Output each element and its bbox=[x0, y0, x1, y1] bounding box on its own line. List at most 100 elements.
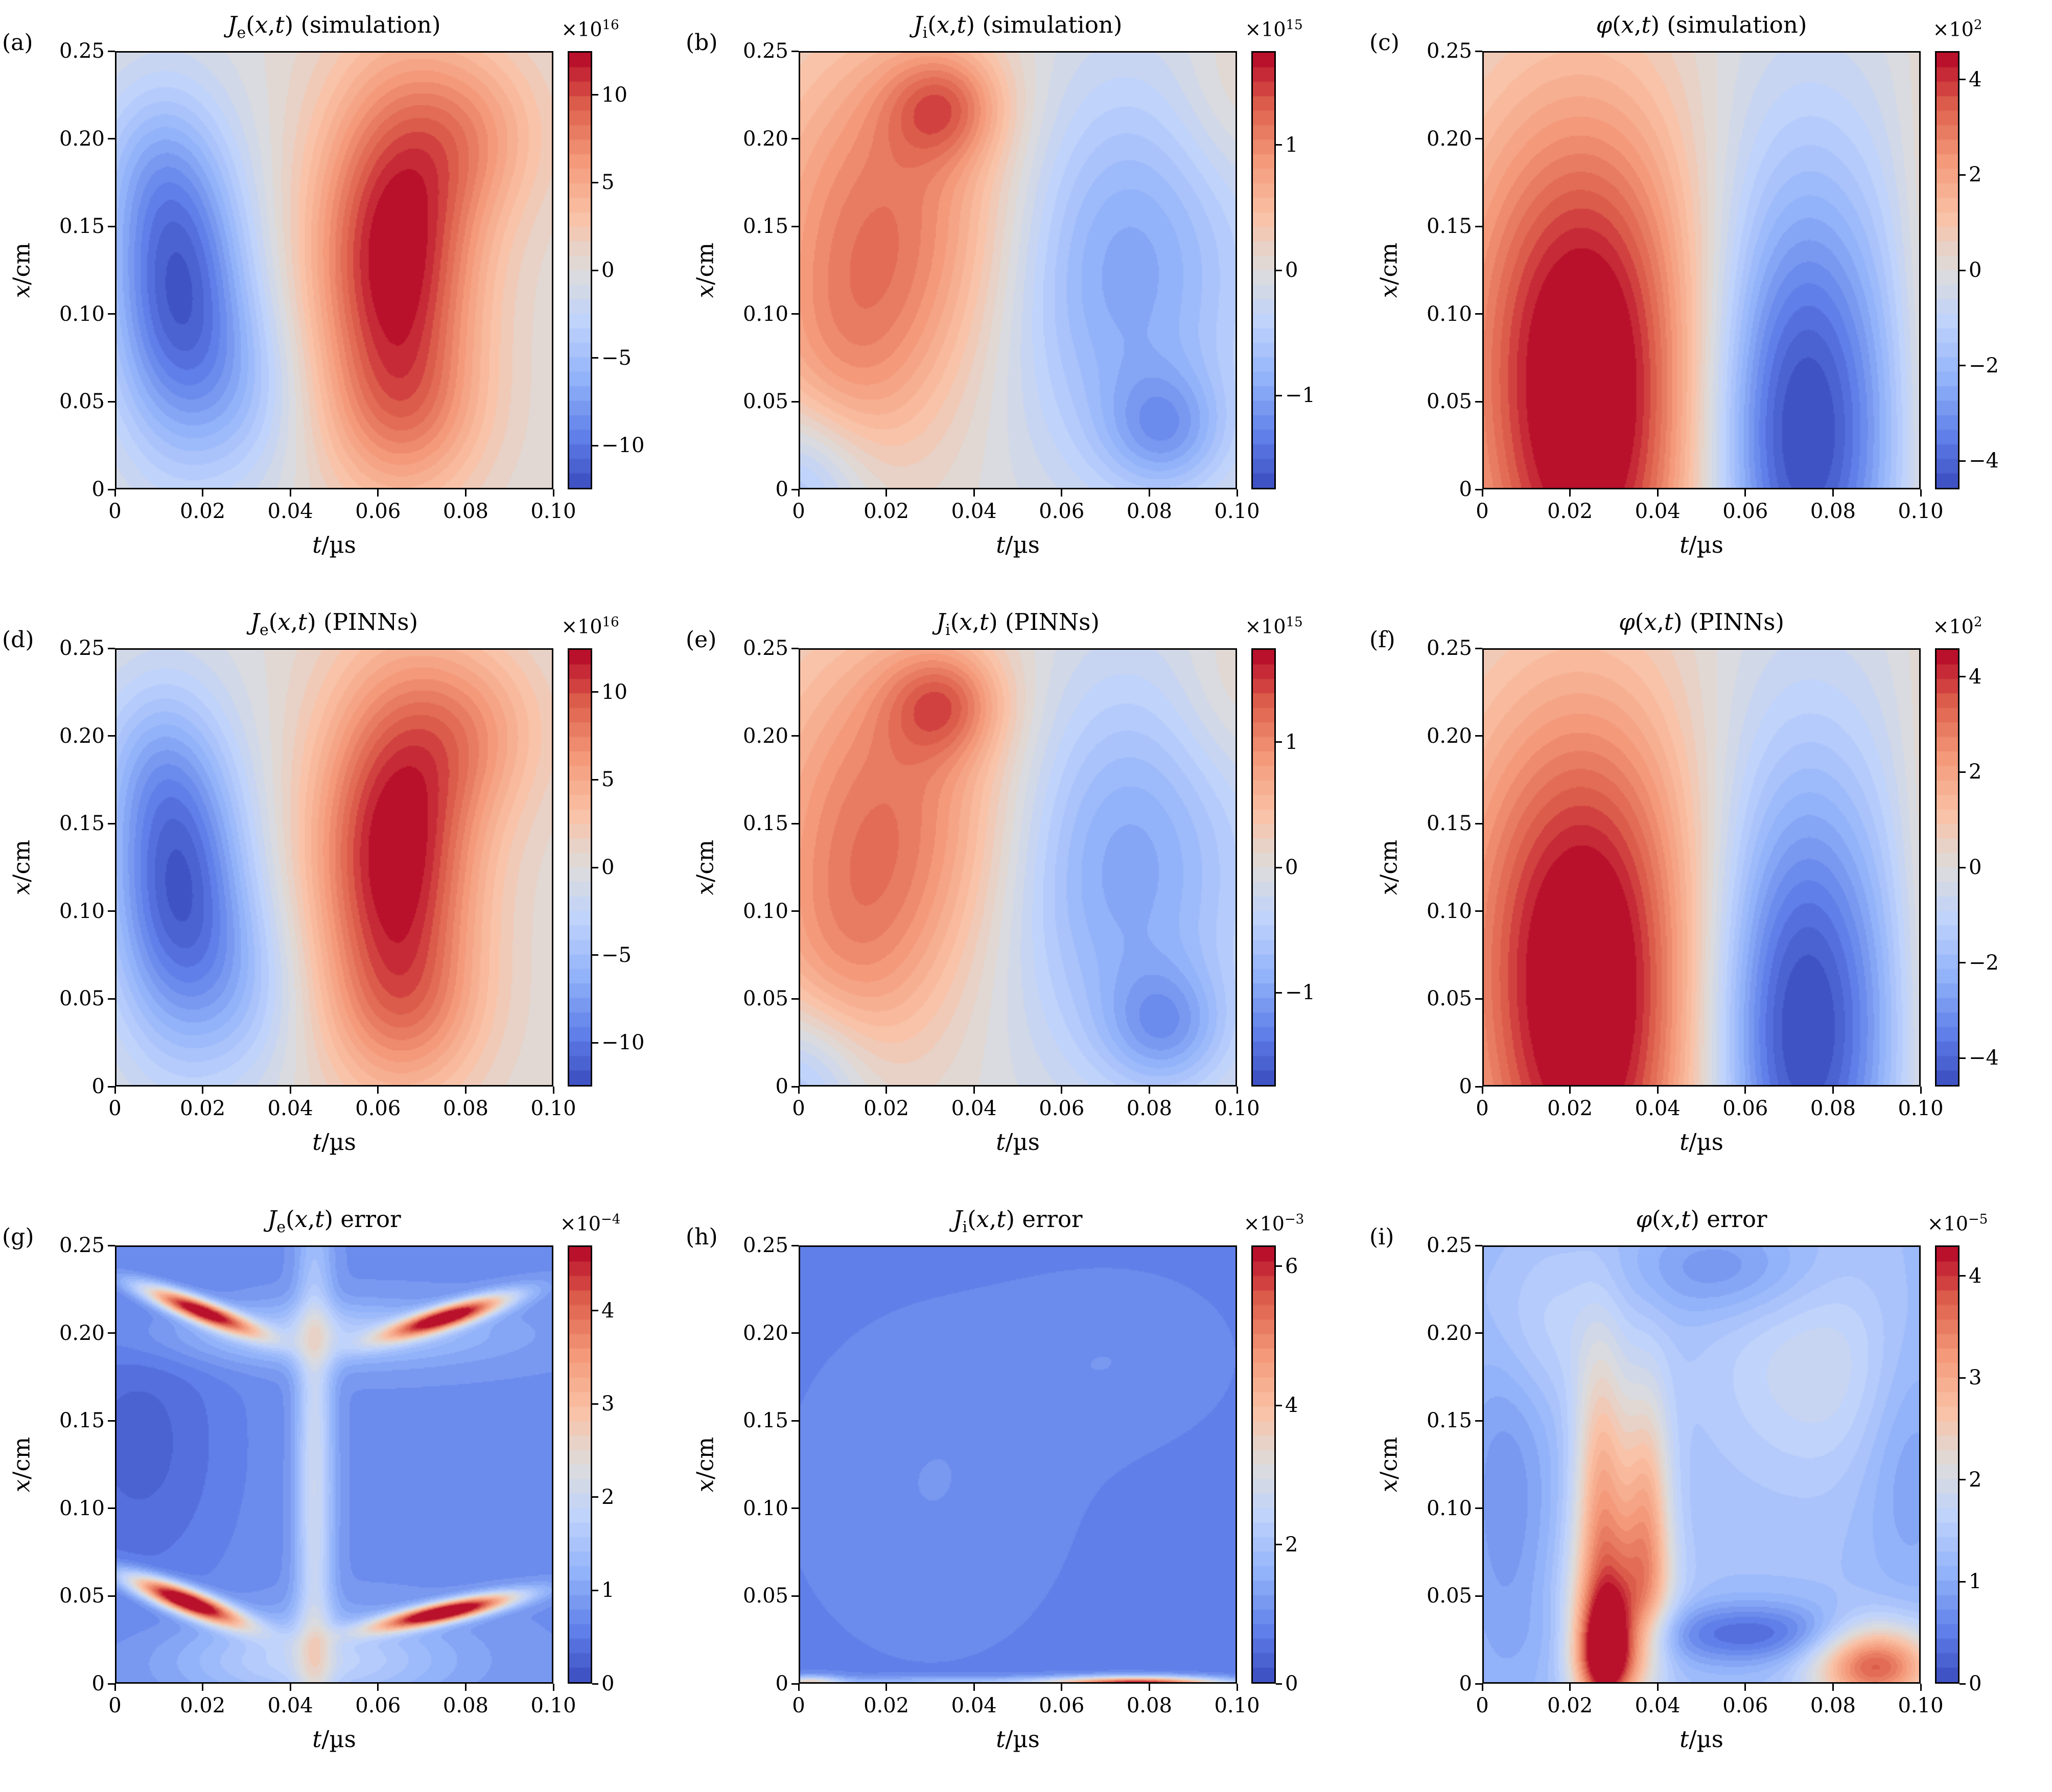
y-tick-mark bbox=[1475, 822, 1482, 824]
y-axis-label: x/cm bbox=[8, 1437, 35, 1492]
y-axis-label: x/cm bbox=[692, 243, 719, 298]
y-tick-label: 0.05 bbox=[742, 1584, 788, 1608]
y-axis-label: x/cm bbox=[692, 840, 719, 895]
panel-index-label: (g) bbox=[2, 1224, 34, 1250]
colorbar-tick-mark bbox=[592, 1310, 598, 1312]
heatmap-plot bbox=[799, 51, 1237, 489]
x-tick-mark bbox=[1744, 1684, 1746, 1691]
x-tick-label: 0.04 bbox=[267, 1097, 313, 1120]
x-axis-label: t/µs bbox=[1482, 1128, 1921, 1156]
colorbar-exp-prefix: ×10 bbox=[1932, 615, 1974, 638]
x-tick-label: 0.08 bbox=[442, 1694, 488, 1717]
y-tick-mark bbox=[1475, 50, 1482, 52]
x-tick-mark bbox=[1920, 1684, 1922, 1691]
title-args-char: t bbox=[298, 608, 308, 635]
colorbar-tick-label: −10 bbox=[601, 1031, 645, 1055]
colorbar-exponent: ×1016 bbox=[561, 17, 619, 41]
title-args-char: , bbox=[989, 1206, 997, 1233]
y-tick-label: 0.15 bbox=[742, 215, 788, 239]
colorbar-tick-label: 2 bbox=[1969, 1468, 1982, 1492]
colorbar-tick-label: 2 bbox=[1969, 760, 1982, 784]
x-axis-label: t/µs bbox=[799, 1726, 1237, 1753]
colorbar-tick-mark bbox=[1960, 771, 1966, 773]
title-args-char: t bbox=[1664, 608, 1673, 635]
colorbar-tick-label: 0 bbox=[1969, 1672, 1982, 1695]
panel-e: (e) Ji(x,t) (PINNs) 0 0.02 0.04 0.06 0.08 0.10 0… bbox=[684, 597, 1367, 1194]
colorbar-gradient-canvas bbox=[1937, 650, 1958, 1085]
x-tick-mark bbox=[1744, 489, 1746, 497]
y-tick-label: 0.15 bbox=[1426, 1409, 1472, 1433]
y-tick-label: 0.10 bbox=[742, 899, 788, 923]
colorbar-exp-power: 2 bbox=[1973, 17, 1983, 33]
colorbar-exponent: ×102 bbox=[1933, 615, 1983, 638]
y-tick-mark bbox=[108, 1683, 115, 1685]
title-args-char: ) bbox=[324, 1206, 334, 1233]
y-tick-mark bbox=[791, 1244, 799, 1246]
colorbar-tick-label: −5 bbox=[601, 943, 632, 967]
x-tick-label: 0.08 bbox=[442, 500, 488, 523]
title-args: (x,t) bbox=[286, 1206, 333, 1233]
y-tick-label: 0.15 bbox=[1426, 812, 1472, 836]
colorbar-tick-label: 2 bbox=[1285, 1532, 1298, 1557]
colorbar-exp-prefix: ×10 bbox=[1245, 615, 1286, 638]
y-tick-label: 0.05 bbox=[59, 390, 105, 414]
y-tick-label: 0.20 bbox=[59, 127, 105, 151]
y-axis-var: x bbox=[8, 1479, 35, 1493]
colorbar-tick-mark bbox=[1276, 394, 1282, 396]
colorbar-tick-label: 2 bbox=[601, 1485, 615, 1509]
panel-title: Je(x,t) (simulation) bbox=[115, 11, 553, 42]
x-tick-label: 0.08 bbox=[1126, 500, 1172, 523]
x-tick-mark bbox=[464, 1087, 467, 1094]
colorbar bbox=[1251, 51, 1276, 489]
title-args: (x,t) bbox=[927, 11, 975, 38]
y-tick-mark bbox=[1475, 1507, 1482, 1510]
colorbar-tick-mark bbox=[1960, 1581, 1966, 1583]
colorbar-gradient-canvas bbox=[569, 1247, 591, 1682]
y-tick-mark bbox=[1475, 1595, 1482, 1597]
title-subscript: e bbox=[276, 1218, 286, 1236]
panel-h: (h) Ji(x,t) error 0 0.02 0.04 0.06 0.08 0.10 0 0.… bbox=[684, 1194, 1367, 1791]
colorbar-exp-prefix: ×10 bbox=[1932, 18, 1974, 41]
panel-b: (b) Ji(x,t) (simulation) 0 0.02 0.04 0.06 0.08… bbox=[684, 0, 1367, 597]
x-tick-label: 0.10 bbox=[530, 1694, 576, 1717]
title-args: (x,t) bbox=[967, 1206, 1015, 1233]
x-tick-mark bbox=[377, 1087, 379, 1094]
title-args-char: x bbox=[1644, 608, 1657, 635]
y-tick-mark bbox=[791, 1507, 799, 1510]
colorbar-tick-mark bbox=[592, 866, 598, 868]
title-args-char: ) bbox=[307, 608, 316, 635]
colorbar-exponent: ×1015 bbox=[1245, 17, 1302, 41]
title-symbol: J bbox=[267, 1206, 277, 1233]
x-axis-unit: /µs bbox=[1005, 531, 1040, 558]
title-args-char: ) bbox=[1650, 11, 1660, 38]
title-args-char: t bbox=[1641, 11, 1651, 38]
x-tick-mark bbox=[202, 489, 204, 497]
colorbar bbox=[568, 648, 592, 1087]
title-args-char: ) bbox=[1006, 1206, 1015, 1233]
y-tick-label: 0.05 bbox=[1426, 987, 1472, 1011]
x-axis-var: t bbox=[1680, 1726, 1689, 1753]
title-args-char: , bbox=[308, 1206, 315, 1233]
x-tick-label: 0.10 bbox=[1214, 1097, 1260, 1120]
y-axis-var: x bbox=[1375, 1479, 1403, 1493]
x-tick-mark bbox=[1920, 489, 1922, 497]
y-tick-mark bbox=[108, 1595, 115, 1597]
colorbar-exp-prefix: ×10 bbox=[561, 615, 602, 638]
y-tick-mark bbox=[108, 1086, 115, 1088]
colorbar-tick-mark bbox=[1276, 866, 1282, 868]
x-tick-mark bbox=[377, 1684, 379, 1691]
y-tick-label: 0 bbox=[91, 1075, 105, 1098]
heatmap-plot bbox=[1482, 51, 1921, 489]
x-tick-mark bbox=[1236, 1087, 1238, 1094]
colorbar-tick-label: 0 bbox=[1285, 1672, 1298, 1695]
y-axis-unit: /cm bbox=[1375, 839, 1403, 882]
y-tick-label: 0 bbox=[1459, 1672, 1472, 1695]
title-subscript: i bbox=[962, 1218, 968, 1236]
y-tick-mark bbox=[791, 400, 799, 403]
x-tick-label: 0.02 bbox=[864, 1097, 910, 1120]
title-args-char: ( bbox=[927, 11, 937, 38]
colorbar-tick-mark bbox=[592, 357, 598, 359]
x-tick-label: 0.08 bbox=[1810, 1694, 1856, 1717]
y-tick-label: 0 bbox=[775, 1075, 788, 1098]
colorbar-tick-label: 0 bbox=[1285, 856, 1298, 879]
